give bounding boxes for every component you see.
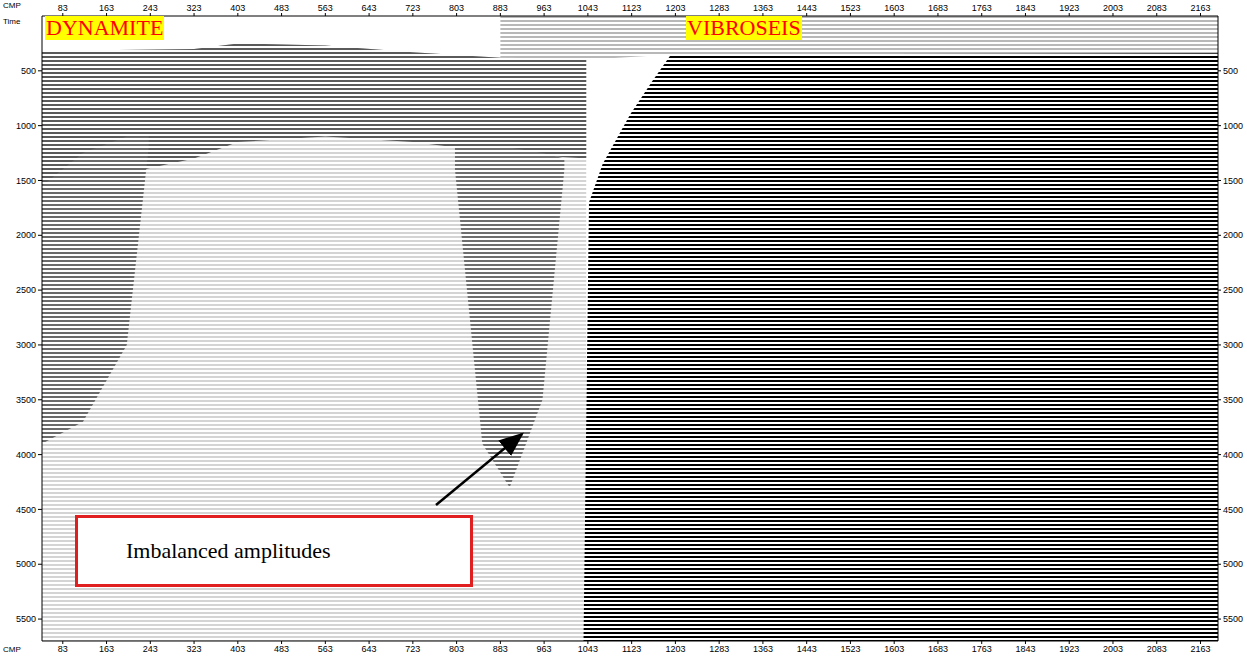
svg-text:403: 403 xyxy=(230,644,245,654)
svg-text:3500: 3500 xyxy=(16,395,36,405)
html-text:Time: Time xyxy=(3,17,21,26)
svg-text:1683: 1683 xyxy=(928,3,948,13)
svg-text:1203: 1203 xyxy=(665,3,685,13)
svg-text:1603: 1603 xyxy=(884,3,904,13)
svg-text:3000: 3000 xyxy=(16,340,36,350)
svg-text:1123: 1123 xyxy=(622,3,641,13)
svg-text:323: 323 xyxy=(187,3,202,13)
svg-text:4000: 4000 xyxy=(16,450,36,460)
svg-text:403: 403 xyxy=(230,3,245,13)
svg-text:2003: 2003 xyxy=(1103,644,1123,654)
html-text:VIBROSEIS: VIBROSEIS xyxy=(687,15,801,40)
svg-text:483: 483 xyxy=(274,3,289,13)
svg-text:723: 723 xyxy=(405,3,420,13)
svg-text:643: 643 xyxy=(362,3,377,13)
svg-text:483: 483 xyxy=(274,644,289,654)
svg-text:1203: 1203 xyxy=(665,644,685,654)
html-text:DYNAMITE: DYNAMITE xyxy=(46,15,164,40)
svg-text:563: 563 xyxy=(318,3,333,13)
svg-text:1500: 1500 xyxy=(16,176,36,186)
svg-text:2083: 2083 xyxy=(1147,3,1167,13)
svg-text:2500: 2500 xyxy=(1223,285,1243,295)
svg-text:963: 963 xyxy=(537,3,552,13)
svg-text:643: 643 xyxy=(362,644,377,654)
svg-text:883: 883 xyxy=(493,644,508,654)
svg-text:5000: 5000 xyxy=(1223,559,1243,569)
svg-text:963: 963 xyxy=(537,644,552,654)
svg-text:1923: 1923 xyxy=(1059,3,1079,13)
html-text:CMP: CMP xyxy=(3,1,21,10)
svg-text:803: 803 xyxy=(449,644,464,654)
svg-text:1500: 1500 xyxy=(1223,176,1243,186)
svg-text:1123: 1123 xyxy=(622,644,641,654)
svg-text:1523: 1523 xyxy=(840,3,860,13)
svg-text:2163: 2163 xyxy=(1190,3,1210,13)
svg-text:803: 803 xyxy=(449,3,464,13)
svg-text:500: 500 xyxy=(1223,66,1238,76)
svg-text:1443: 1443 xyxy=(797,3,817,13)
svg-text:4500: 4500 xyxy=(1223,505,1243,515)
svg-text:1763: 1763 xyxy=(972,644,992,654)
svg-text:1283: 1283 xyxy=(709,3,729,13)
svg-text:5000: 5000 xyxy=(16,559,36,569)
svg-text:723: 723 xyxy=(405,644,420,654)
svg-text:1843: 1843 xyxy=(1015,3,1035,13)
svg-text:83: 83 xyxy=(58,644,68,654)
svg-text:1843: 1843 xyxy=(1015,644,1035,654)
svg-text:323: 323 xyxy=(187,644,202,654)
svg-text:1923: 1923 xyxy=(1059,644,1079,654)
svg-text:4000: 4000 xyxy=(1223,450,1243,460)
svg-text:243: 243 xyxy=(143,3,158,13)
svg-text:500: 500 xyxy=(21,66,36,76)
svg-text:5500: 5500 xyxy=(1223,614,1243,624)
svg-text:2003: 2003 xyxy=(1103,3,1123,13)
svg-text:83: 83 xyxy=(58,3,68,13)
svg-text:2000: 2000 xyxy=(1223,230,1243,240)
svg-text:2083: 2083 xyxy=(1147,644,1167,654)
svg-text:5500: 5500 xyxy=(16,614,36,624)
svg-text:1043: 1043 xyxy=(578,3,598,13)
svg-text:883: 883 xyxy=(493,3,508,13)
svg-text:243: 243 xyxy=(143,644,158,654)
svg-text:1363: 1363 xyxy=(753,644,773,654)
svg-text:2000: 2000 xyxy=(16,230,36,240)
html-text:CMP: CMP xyxy=(3,645,21,654)
svg-text:1043: 1043 xyxy=(578,644,598,654)
svg-text:2500: 2500 xyxy=(16,285,36,295)
svg-text:1363: 1363 xyxy=(753,3,773,13)
svg-text:1443: 1443 xyxy=(797,644,817,654)
svg-text:1283: 1283 xyxy=(709,644,729,654)
svg-text:1000: 1000 xyxy=(1223,121,1243,131)
svg-text:163: 163 xyxy=(99,3,114,13)
svg-text:1000: 1000 xyxy=(16,121,36,131)
svg-text:563: 563 xyxy=(318,644,333,654)
svg-text:4500: 4500 xyxy=(16,505,36,515)
svg-text:1523: 1523 xyxy=(840,644,860,654)
svg-text:163: 163 xyxy=(99,644,114,654)
svg-text:1763: 1763 xyxy=(972,3,992,13)
svg-text:2163: 2163 xyxy=(1190,644,1210,654)
svg-text:1683: 1683 xyxy=(928,644,948,654)
html-text:Imbalanced amplitudes: Imbalanced amplitudes xyxy=(126,538,331,563)
svg-text:1603: 1603 xyxy=(884,644,904,654)
svg-text:3500: 3500 xyxy=(1223,395,1243,405)
svg-text:3000: 3000 xyxy=(1223,340,1243,350)
